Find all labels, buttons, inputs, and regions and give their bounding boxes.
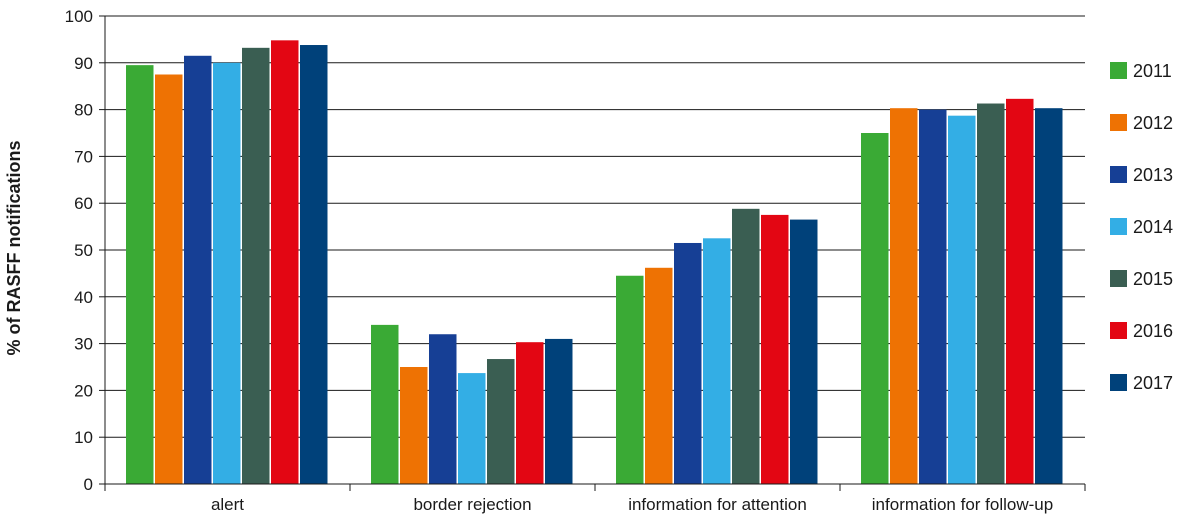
- bar: [977, 103, 1005, 485]
- y-tick-label: 0: [84, 475, 93, 494]
- bar: [516, 342, 544, 484]
- bar: [545, 338, 573, 484]
- bar: [400, 367, 428, 484]
- legend-swatch: [1110, 218, 1127, 235]
- y-tick-label: 50: [74, 241, 93, 260]
- legend-swatch: [1110, 166, 1127, 183]
- bar: [271, 40, 299, 484]
- y-tick-label: 70: [74, 147, 93, 166]
- legend-label: 2015: [1133, 269, 1173, 289]
- bars: [126, 40, 1063, 485]
- bar: [300, 45, 328, 485]
- bar: [155, 74, 183, 484]
- y-tick-label: 90: [74, 54, 93, 73]
- bar: [703, 238, 731, 484]
- bar: [761, 214, 789, 484]
- y-tick-label: 60: [74, 194, 93, 213]
- legend-label: 2017: [1133, 373, 1173, 393]
- bar: [1035, 108, 1063, 485]
- bar: [242, 47, 270, 484]
- legend-item: 2011: [1110, 61, 1172, 81]
- x-axis: alert border rejection information for att…: [104, 16, 1086, 514]
- x-category-label: information for attention: [628, 495, 807, 514]
- legend-label: 2012: [1133, 113, 1173, 133]
- legend-label: 2011: [1133, 61, 1172, 81]
- bar: [861, 133, 889, 484]
- legend-item: 2014: [1110, 217, 1173, 237]
- bar: [429, 334, 457, 484]
- legend: 2011 2012 2013 2014 2015 2016 2017: [1110, 61, 1173, 393]
- x-category-label: border rejection: [413, 495, 531, 514]
- bar: [371, 324, 399, 484]
- bar: [790, 219, 818, 484]
- bar: [674, 242, 702, 484]
- y-axis-tick-labels: 0 10 20 30 40 50 60 70 80 90 100: [65, 7, 93, 494]
- x-category-label: alert: [211, 495, 244, 514]
- legend-swatch: [1110, 62, 1127, 79]
- bar: [645, 267, 673, 484]
- legend-swatch: [1110, 322, 1127, 339]
- y-tick-label: 10: [74, 428, 93, 447]
- bar: [458, 373, 486, 484]
- bar: [1006, 98, 1034, 484]
- legend-item: 2017: [1110, 373, 1173, 393]
- bar: [948, 115, 976, 485]
- legend-item: 2016: [1110, 321, 1173, 341]
- y-tick-label: 100: [65, 7, 93, 26]
- bar: [732, 208, 760, 485]
- bar: [184, 55, 212, 484]
- legend-item: 2012: [1110, 113, 1173, 133]
- y-tick-label: 30: [74, 335, 93, 354]
- y-tick-label: 40: [74, 288, 93, 307]
- bar: [487, 359, 515, 484]
- y-tick-label: 20: [74, 381, 93, 400]
- x-category-label: information for follow-up: [872, 495, 1053, 514]
- bar: [919, 109, 947, 484]
- legend-swatch: [1110, 114, 1127, 131]
- bar: [213, 62, 241, 485]
- bar: [126, 65, 154, 484]
- legend-label: 2013: [1133, 165, 1173, 185]
- legend-item: 2015: [1110, 269, 1173, 289]
- bar: [890, 108, 918, 485]
- bar: [616, 275, 644, 484]
- y-axis-title: % of RASFF notifications: [4, 141, 24, 356]
- legend-item: 2013: [1110, 165, 1173, 185]
- legend-swatch: [1110, 270, 1127, 287]
- legend-swatch: [1110, 374, 1127, 391]
- legend-label: 2014: [1133, 217, 1173, 237]
- y-tick-label: 80: [74, 101, 93, 120]
- legend-label: 2016: [1133, 321, 1173, 341]
